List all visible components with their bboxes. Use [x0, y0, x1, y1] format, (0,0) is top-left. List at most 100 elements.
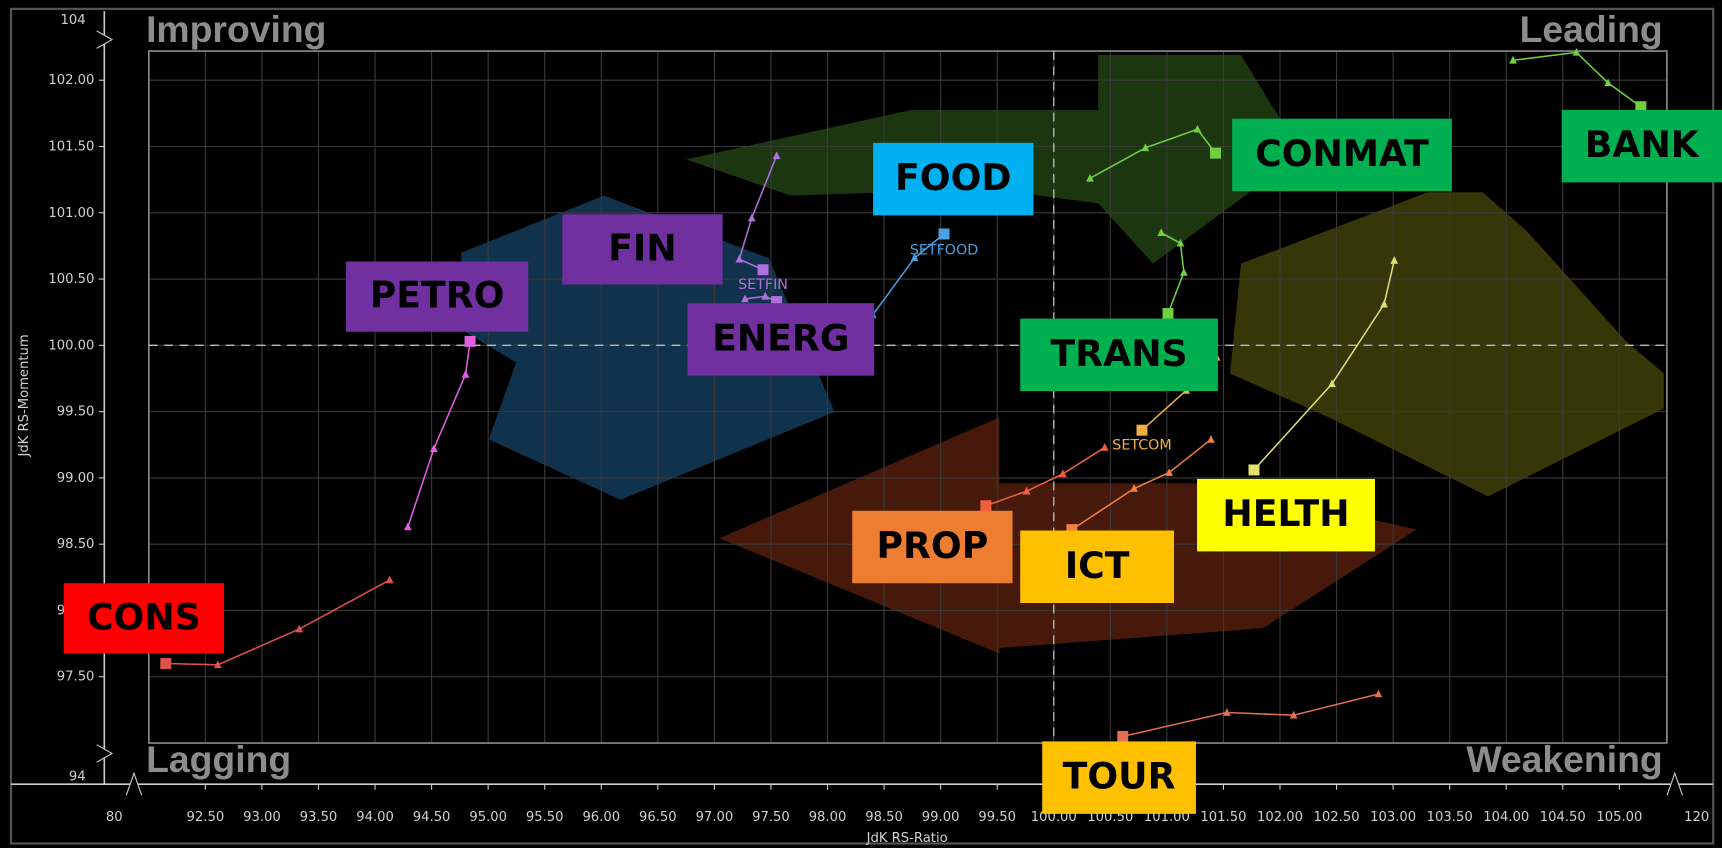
head-marker [980, 500, 992, 512]
tail-marker [1380, 299, 1388, 308]
improving-arrow [461, 195, 835, 500]
y-tick-label: 102.00 [48, 73, 94, 88]
sector-callout [852, 510, 1013, 584]
tail-marker [404, 522, 412, 531]
x-tick-label: 100.50 [1087, 810, 1133, 825]
tail-marker [1100, 443, 1109, 451]
sector-callout [562, 214, 723, 285]
tail-marker [1390, 256, 1399, 264]
sector-name: BANK [1585, 123, 1701, 166]
sector-name: HELTH [1222, 492, 1349, 535]
tail-line [1089, 128, 1217, 179]
x-tick-label: 105.00 [1596, 810, 1642, 825]
x-break-right [1666, 771, 1683, 796]
x-tick-label: 102.50 [1314, 810, 1360, 825]
y-axis-end: 94 [69, 770, 86, 785]
tail-marker [1374, 689, 1383, 698]
tail-line [985, 446, 1106, 507]
tail-marker [1180, 268, 1188, 276]
sector-callout [873, 142, 1034, 216]
tail-marker [761, 291, 770, 300]
y-axis-title: JdK RS-Momentum [17, 334, 32, 457]
sector-callout [687, 303, 875, 376]
x-tick-label: 99.00 [922, 810, 960, 825]
x-tick-label: 104.50 [1540, 810, 1586, 825]
x-tick-label: 99.50 [978, 810, 1016, 825]
series-tag: SETCOM [1112, 438, 1171, 454]
x-tick-label: 95.50 [526, 810, 564, 825]
head-marker [1635, 101, 1647, 113]
y-tick-label: 100.00 [48, 338, 94, 353]
tail-marker [213, 660, 222, 669]
sector-callout [1197, 478, 1375, 552]
x-axis-end: 120 [1684, 810, 1709, 825]
x-tick-label: 92.50 [187, 810, 225, 825]
tail-line [1512, 51, 1642, 108]
sector-callout [1042, 741, 1196, 814]
head-marker [1162, 308, 1174, 320]
sector-callout [345, 261, 529, 332]
weakening-arrow [1230, 192, 1664, 497]
sector-name: TOUR [1063, 755, 1176, 798]
tail-marker [1604, 78, 1612, 87]
x-tick-label: 103.00 [1370, 810, 1416, 825]
sector-name: CONMAT [1255, 132, 1429, 175]
x-tick-label: 103.50 [1427, 810, 1473, 825]
head-marker [771, 296, 783, 308]
plot-border [147, 50, 1668, 744]
y-tick-label: 101.50 [48, 139, 94, 154]
tail-marker [295, 624, 304, 633]
tail-marker [1509, 55, 1517, 64]
y-break-top [96, 30, 114, 49]
tail-marker [1572, 47, 1581, 56]
tail-marker [1193, 124, 1202, 133]
y-tick-label: 100.50 [48, 272, 94, 287]
y-axis-end: 104 [61, 13, 86, 28]
tail-marker [1328, 379, 1336, 388]
x-tick-label: 101.00 [1144, 810, 1190, 825]
tail-line [1071, 438, 1212, 531]
tail-marker [1157, 228, 1166, 236]
tail-marker [1130, 484, 1138, 492]
quadrant-label: Lagging [146, 738, 291, 780]
tail-line [1122, 693, 1379, 738]
sector-callout [1232, 118, 1452, 192]
x-tick-label: 104.00 [1483, 810, 1529, 825]
tail-line [1160, 231, 1185, 314]
frame [9, 7, 1715, 845]
tail-line [407, 341, 471, 528]
tail-marker [741, 294, 749, 303]
tail-marker [1207, 435, 1215, 443]
y-tick-label: 97.50 [57, 670, 95, 685]
series-tag: SETFIN [738, 277, 788, 293]
tail-marker [747, 213, 756, 222]
tail-line [165, 579, 391, 666]
tail-marker [1058, 469, 1067, 478]
sector-name: FIN [608, 226, 677, 269]
y-break-bottom [96, 744, 114, 763]
sector-callout [1020, 530, 1174, 604]
tail-line [738, 155, 778, 271]
quadrant-label: Leading [1520, 8, 1663, 50]
x-axis-end: 80 [106, 810, 123, 825]
y-tick-label: 99.00 [57, 471, 95, 486]
tail-marker [1176, 238, 1185, 247]
x-tick-label: 101.50 [1200, 810, 1246, 825]
x-tick-label: 98.50 [865, 810, 903, 825]
quadrant-label: Improving [146, 8, 326, 50]
y-tick-label: 101.00 [48, 206, 94, 221]
x-tick-label: 95.00 [469, 810, 507, 825]
x-tick-label: 98.00 [809, 810, 847, 825]
sector-name: PETRO [370, 274, 505, 317]
sector-name: TRANS [1051, 332, 1188, 375]
tail-marker [1289, 710, 1298, 719]
tail-line [1253, 260, 1395, 471]
x-tick-label: 97.00 [696, 810, 734, 825]
x-tick-label: 93.50 [300, 810, 338, 825]
x-tick-label: 94.00 [356, 810, 394, 825]
tail-marker [772, 151, 781, 160]
x-tick-label: 94.50 [413, 810, 451, 825]
sector-callout [63, 583, 225, 654]
